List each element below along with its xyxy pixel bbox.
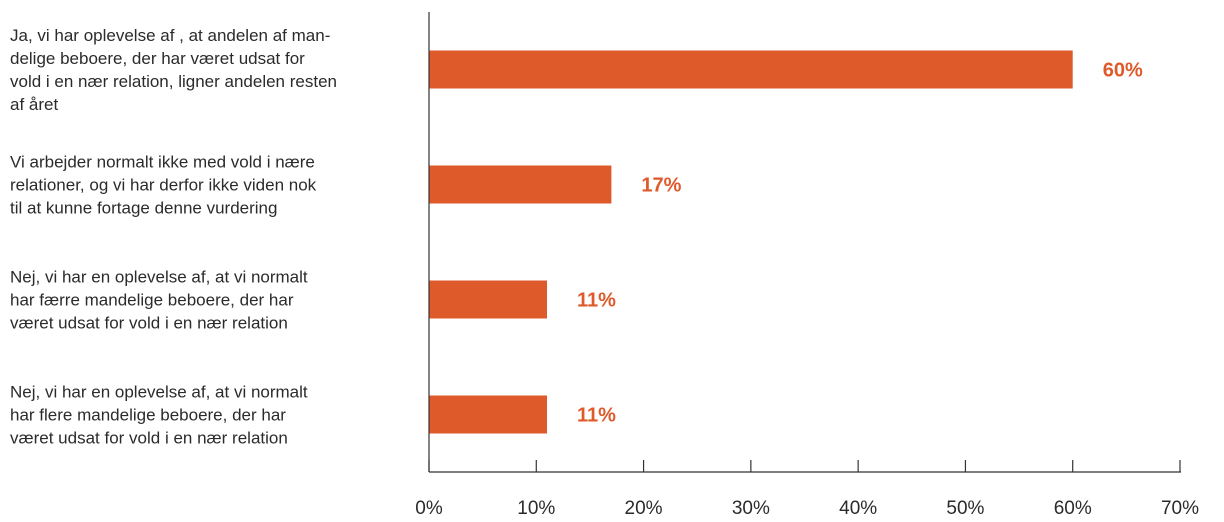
category-label-line: Vi arbejder normalt ikke med vold i nære: [10, 153, 315, 172]
category-label-line: vold i en nær relation, ligner andelen r…: [10, 72, 337, 91]
category-label-line: relationer, og vi har derfor ikke viden …: [10, 176, 317, 195]
bar-0: [429, 50, 1073, 89]
data-label-1: 17%: [641, 175, 681, 197]
x-tick-label-5: 50%: [946, 498, 984, 519]
category-label-line: Ja, vi har oplevelse af , at andelen af …: [10, 26, 330, 45]
category-label-line: Nej, vi har en oplevelse af, at vi norma…: [10, 268, 308, 287]
category-label-line: har færre mandelige beboere, der har: [10, 291, 294, 310]
x-tick-label-7: 70%: [1161, 498, 1199, 519]
data-label-3: 11%: [577, 405, 616, 427]
axes: 0% 10% 20% 30% 40% 50% 60% 70%: [415, 12, 1199, 519]
category-label-0: Ja, vi har oplevelse af , at andelen af …: [10, 26, 337, 114]
bar-3: [429, 395, 548, 434]
data-label-2: 11%: [577, 290, 616, 312]
bars-layer: 60% 17% 11% 11%: [429, 50, 1143, 434]
data-label-0: 60%: [1103, 60, 1143, 82]
category-label-line: været udsat for vold i en nær relation: [10, 314, 288, 333]
category-label-2: Nej, vi har en oplevelse af, at vi norma…: [10, 268, 308, 333]
category-label-line: været udsat for vold i en nær relation: [10, 429, 288, 448]
x-tick-label-4: 40%: [839, 498, 877, 519]
category-label-line: af året: [10, 95, 58, 114]
category-label-line: til at kunne fortage denne vurdering: [10, 199, 277, 218]
bar-1: [429, 165, 612, 204]
category-label-line: Nej, vi har en oplevelse af, at vi norma…: [10, 383, 308, 402]
x-tick-label-3: 30%: [732, 498, 770, 519]
category-label-line: har flere mandelige beboere, der har: [10, 406, 286, 425]
bar-2: [429, 280, 548, 319]
category-label-3: Nej, vi har en oplevelse af, at vi norma…: [10, 383, 308, 448]
x-tick-label-0: 0%: [415, 498, 443, 519]
x-tick-label-1: 10%: [517, 498, 555, 519]
x-tick-label-6: 60%: [1054, 498, 1092, 519]
category-labels: Ja, vi har oplevelse af , at andelen af …: [10, 26, 337, 448]
category-label-1: Vi arbejder normalt ikke med vold i nære…: [10, 153, 317, 218]
x-tick-label-2: 20%: [625, 498, 663, 519]
category-label-line: delige beboere, der har været udsat for: [10, 49, 305, 68]
